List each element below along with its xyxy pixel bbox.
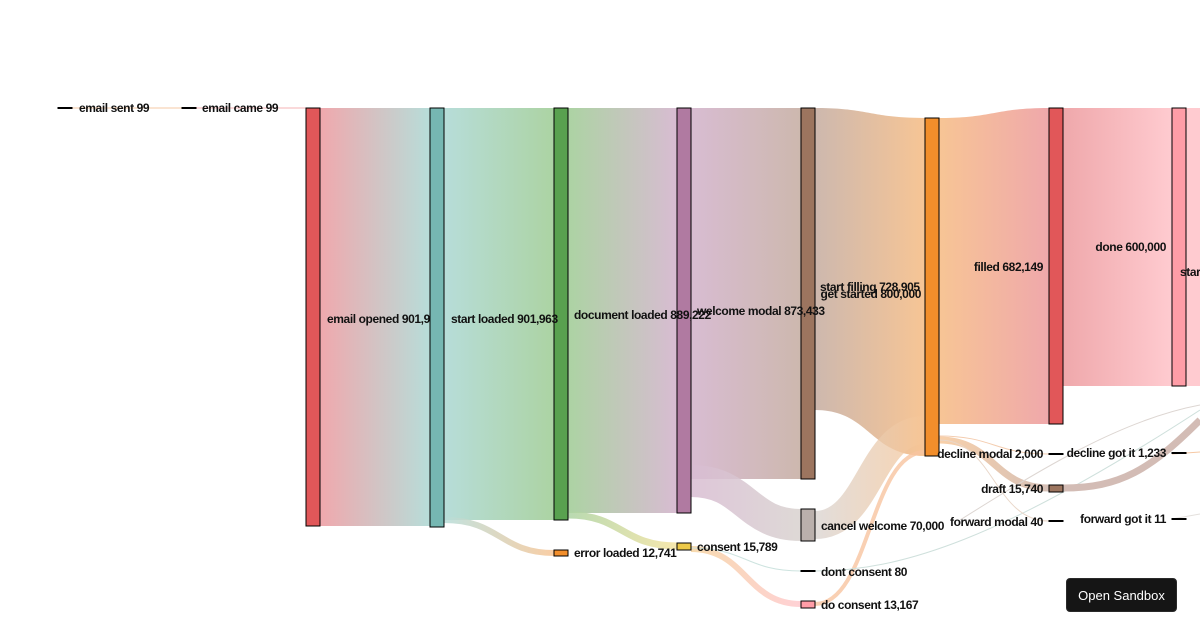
node-filled[interactable] (1048, 107, 1064, 425)
node-do-consent[interactable] (800, 600, 816, 609)
node-email-sent[interactable] (57, 107, 73, 109)
node-start-loaded[interactable] (429, 107, 445, 528)
label-dont-consent: dont consent 80 (821, 565, 908, 579)
label-done: done 600,000 (1095, 240, 1166, 254)
label-decline-got-it: decline got it 1,233 (1067, 446, 1167, 460)
label-document-loaded: document loaded 889,222 (574, 308, 712, 322)
label-start-cut: star (1180, 265, 1200, 279)
label-get-started: get started 800,000 (821, 287, 922, 301)
node-decline-modal[interactable] (1048, 453, 1064, 455)
node-start-filling[interactable] (800, 107, 816, 480)
node-get-started[interactable] (924, 117, 940, 457)
node-email-came[interactable] (181, 107, 197, 109)
node-cancel-welcome[interactable] (800, 508, 816, 542)
node-error-loaded[interactable] (553, 549, 569, 557)
node-email-opened[interactable] (305, 107, 321, 527)
label-filled: filled 682,149 (974, 260, 1044, 274)
node-welcome-modal[interactable] (676, 107, 692, 514)
node-consent[interactable] (676, 542, 692, 551)
label-start-loaded: start loaded 901,963 (451, 312, 558, 326)
node-document-loaded[interactable] (553, 107, 569, 521)
label-error-loaded: error loaded 12,741 (574, 546, 677, 560)
label-do-consent: do consent 13,167 (821, 598, 919, 612)
label-email-came: email came 99 (202, 101, 279, 115)
node-decline-got-it[interactable] (1171, 452, 1187, 454)
label-decline-modal: decline modal 2,000 (937, 447, 1044, 461)
label-forward-got-it: forward got it 11 (1080, 512, 1167, 526)
labels: email sent 99 email came 99 email opened… (79, 101, 1200, 612)
label-email-opened: email opened 901,9 (327, 312, 431, 326)
node-forward-got-it[interactable] (1171, 518, 1187, 520)
label-cancel-welcome: cancel welcome 70,000 (821, 519, 945, 533)
open-sandbox-button[interactable]: Open Sandbox (1066, 578, 1177, 612)
label-email-sent: email sent 99 (79, 101, 150, 115)
node-dont-consent[interactable] (800, 570, 816, 572)
node-forward-modal[interactable] (1048, 520, 1064, 522)
label-welcome-modal: welcome modal 873,433 (696, 304, 825, 318)
label-forward-modal: forward modal 40 (950, 515, 1044, 529)
nodes (57, 107, 1187, 609)
label-start-filling: start filling 728,905 (820, 280, 920, 294)
node-draft[interactable] (1048, 484, 1064, 493)
links (72, 107, 1200, 607)
label-draft: draft 15,740 (981, 482, 1044, 496)
label-consent: consent 15,789 (697, 540, 778, 554)
node-done[interactable] (1171, 107, 1187, 387)
